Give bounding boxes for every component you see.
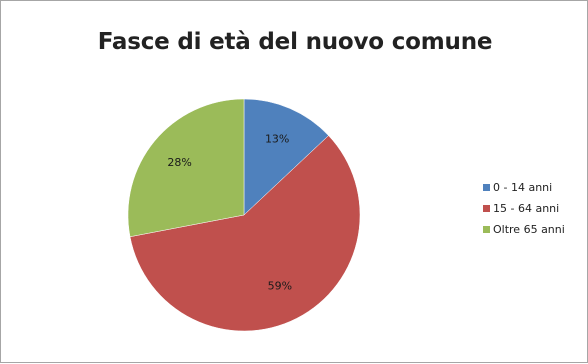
legend-item-15-64: 15 - 64 anni [483,200,565,217]
legend-swatch-oltre-65 [483,226,490,233]
legend-swatch-0-14 [483,184,490,191]
chart-title: Fasce di età del nuovo comune [97,29,493,55]
legend-item-0-14: 0 - 14 anni [483,179,565,196]
pie-slice-15-64 [129,135,361,332]
slice-label-oltre-65: 28% [167,156,191,169]
chart-legend: 0 - 14 anni 15 - 64 anni Oltre 65 anni [483,179,565,242]
legend-label-oltre-65: Oltre 65 anni [493,223,565,236]
legend-label-15-64: 15 - 64 anni [493,202,560,215]
slice-label-15-64: 59% [268,279,292,292]
pie-slice-0-14 [243,98,329,216]
pie-slice-oltre-65 [127,98,245,238]
legend-item-oltre-65: Oltre 65 anni [483,221,565,238]
legend-swatch-15-64 [483,205,490,212]
slice-label-0-14: 13% [265,132,289,145]
legend-label-0-14: 0 - 14 anni [493,181,553,194]
